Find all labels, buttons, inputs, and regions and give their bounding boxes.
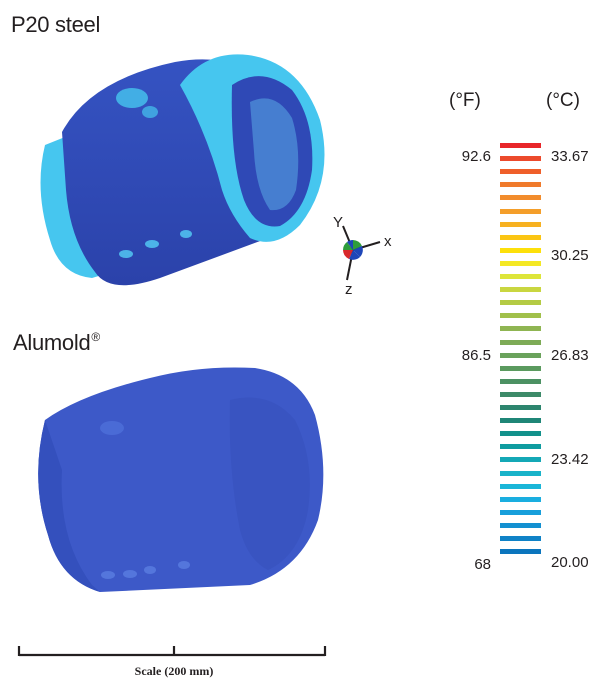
colorbar-segment: [500, 339, 541, 345]
z-axis-label: z: [345, 281, 353, 298]
alumold-title: Alumold®: [13, 330, 100, 356]
colorbar-segment: [500, 391, 541, 397]
colorbar-segment: [500, 195, 541, 201]
celsius-tick: 33.67: [551, 148, 589, 165]
axis-origin-icon: [343, 240, 363, 260]
fahrenheit-unit-label: (°F): [449, 90, 481, 111]
colorbar-segment: [500, 208, 541, 214]
colorbar-segment: [500, 496, 541, 502]
colorbar-segment: [500, 431, 541, 437]
y-axis-label: Y: [333, 214, 343, 231]
colorbar-segment: [500, 536, 541, 541]
celsius-tick: 20.00: [551, 554, 589, 571]
colorbar-segment: [500, 522, 541, 528]
colorbar-segment: [500, 143, 541, 148]
colorbar-segment: [500, 156, 541, 162]
colorbar-segment: [500, 378, 541, 384]
celsius-tick: 26.83: [551, 347, 589, 364]
colorbar-segment: [500, 549, 541, 555]
colorbar-segment: [500, 221, 541, 227]
colorbar-segment: [500, 457, 541, 463]
fahrenheit-tick: 92.6: [461, 148, 491, 165]
fahrenheit-tick: 68: [474, 556, 491, 573]
colorbar-segment: [500, 300, 541, 306]
colorbar-segment: [500, 405, 541, 410]
celsius-tick: 30.25: [551, 247, 589, 264]
colorbar-segment: [500, 352, 541, 358]
colorbar-segment: [500, 509, 541, 515]
colorbar-segment: [500, 274, 541, 279]
colorbar-segment: [500, 287, 541, 293]
colorbar-segment: [500, 326, 541, 332]
colorbar-segment: [500, 260, 541, 266]
colorbar-segment: [500, 169, 541, 175]
colorbar-segment: [500, 365, 541, 371]
scale-label: Scale (200 mm): [134, 664, 214, 678]
axis-triad: Y x z: [333, 214, 392, 298]
p20-steel-title: P20 steel: [11, 12, 101, 37]
celsius-unit-label: (°C): [546, 90, 580, 111]
fahrenheit-tick: 86.5: [461, 347, 491, 364]
colorbar-segment: [500, 234, 541, 240]
colorbar-segment: [500, 313, 541, 319]
alumold-part-render: [38, 367, 324, 592]
alumold-title-text: Alumold: [13, 330, 91, 355]
colorbar-segment: [500, 483, 541, 489]
colorbar-segment: [500, 444, 541, 450]
colorbar-segment: [500, 470, 541, 476]
scale-bar: [17, 646, 327, 657]
colorbar-segment: [500, 247, 541, 253]
x-axis-label: x: [384, 233, 392, 250]
p20-steel-part-render: [40, 54, 325, 286]
colorbar-segment: [500, 182, 541, 188]
registered-mark: ®: [91, 330, 100, 344]
colorbar-segment: [500, 418, 541, 424]
celsius-tick: 23.42: [551, 451, 589, 468]
